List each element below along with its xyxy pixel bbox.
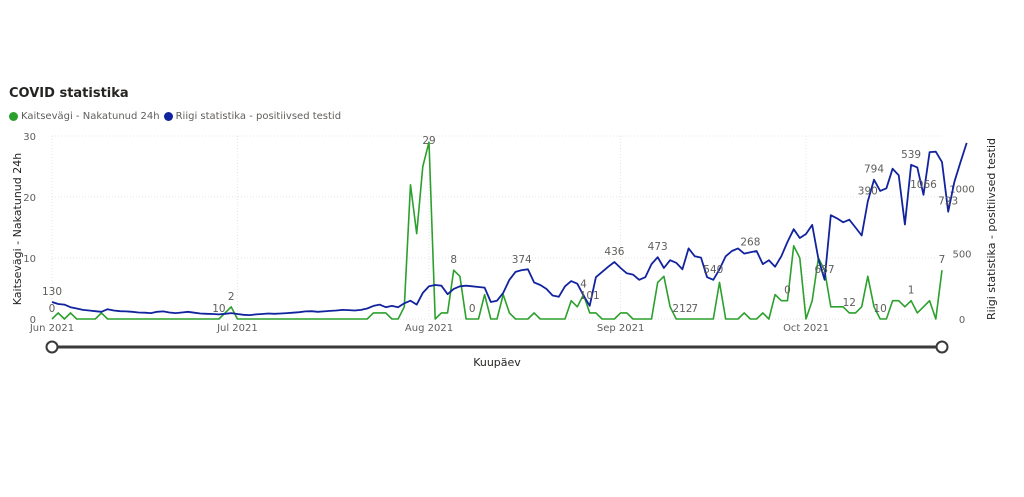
y-right-tick-label: 0: [959, 315, 965, 326]
data-label: 7: [939, 254, 946, 266]
data-label: 0: [49, 303, 56, 315]
slider-handle-end[interactable]: [935, 340, 949, 354]
y-left-tick-label: 0: [30, 315, 36, 326]
data-label: 821: [988, 0, 1008, 3]
legend-marker-riigi: [163, 112, 173, 121]
legend-label-kaitsevagi: Kaitsevägi - Nakatunud 24h: [21, 111, 160, 122]
data-label: 268: [740, 236, 760, 248]
data-label: 212: [672, 303, 692, 315]
y-left-tick-label: 10: [23, 254, 36, 265]
legend-item-kaitsevagi[interactable]: Kaitsevägi - Nakatunud 24h: [9, 111, 160, 122]
data-label: 0: [784, 285, 791, 297]
data-label: 540: [703, 264, 723, 276]
legend-item-riigi[interactable]: Riigi statistika - positiivsed testid: [163, 111, 342, 122]
data-label: 539: [901, 149, 921, 161]
gridlines: [51, 135, 942, 320]
x-tick-label: Jul 2021: [216, 323, 258, 334]
series-line-1: [51, 142, 968, 317]
y-axis-left-ticks: 0 10 20 30: [23, 132, 36, 326]
data-label: 374: [512, 254, 532, 266]
data-label: 1: [908, 285, 915, 297]
y-left-tick-label: 20: [23, 193, 36, 204]
x-tick-label: Sep 2021: [597, 323, 644, 334]
data-label: 1066: [910, 179, 937, 191]
data-label: 390: [858, 185, 878, 197]
data-label: 436: [604, 246, 624, 258]
y-axis-right-title: Riigi statistika - positiivsed testid: [985, 138, 998, 320]
series-lines: [51, 141, 968, 320]
y-right-tick-label: 1000: [949, 184, 974, 195]
x-axis-ticks: Jun 2021 Jul 2021 Aug 2021 Sep 2021 Oct 2021: [29, 323, 829, 334]
legend: Kaitsevägi - Nakatunud 24h Riigi statist…: [9, 111, 345, 122]
data-label: 473: [648, 241, 668, 253]
range-slider[interactable]: [45, 340, 949, 354]
data-label: 10: [212, 303, 225, 315]
x-axis-title: Kuupäev: [473, 356, 521, 369]
data-label: 10: [874, 303, 887, 315]
data-label: 0: [469, 303, 476, 315]
y-right-tick-label: 500: [952, 250, 971, 261]
y-left-tick-label: 30: [23, 132, 36, 143]
data-label: 4: [580, 279, 587, 291]
data-label: 723: [938, 196, 958, 208]
legend-marker-kaitsevagi: [9, 112, 18, 121]
y-axis-right-ticks: 0 500 1000: [949, 184, 974, 326]
series-line-0: [51, 141, 943, 320]
data-label: 1: [982, 0, 989, 3]
data-label: 0: [951, 0, 958, 3]
data-label: 130: [42, 286, 62, 298]
slider-handle-start[interactable]: [45, 340, 59, 354]
legend-label-riigi: Riigi statistika - positiivsed testid: [175, 111, 342, 122]
y-axis-left-title: Kaitsevägi - Nakatunud 24h: [11, 153, 24, 305]
x-tick-label: Oct 2021: [783, 323, 829, 334]
data-label: 687: [815, 264, 835, 276]
chart-title: COVID statistika: [9, 86, 129, 101]
data-label: 8: [450, 254, 457, 266]
data-label: 8: [1019, 0, 1024, 3]
data-label: 1277: [966, 0, 993, 3]
data-label: 2: [228, 291, 235, 303]
data-label: 101: [580, 290, 600, 302]
data-label: 29: [422, 135, 435, 147]
data-label: 794: [864, 164, 884, 176]
data-label: 7: [691, 303, 698, 315]
data-label: 12: [843, 297, 856, 309]
data-label: 1347: [1003, 0, 1024, 3]
x-tick-label: Aug 2021: [405, 323, 453, 334]
x-tick-label: Jun 2021: [29, 323, 74, 334]
